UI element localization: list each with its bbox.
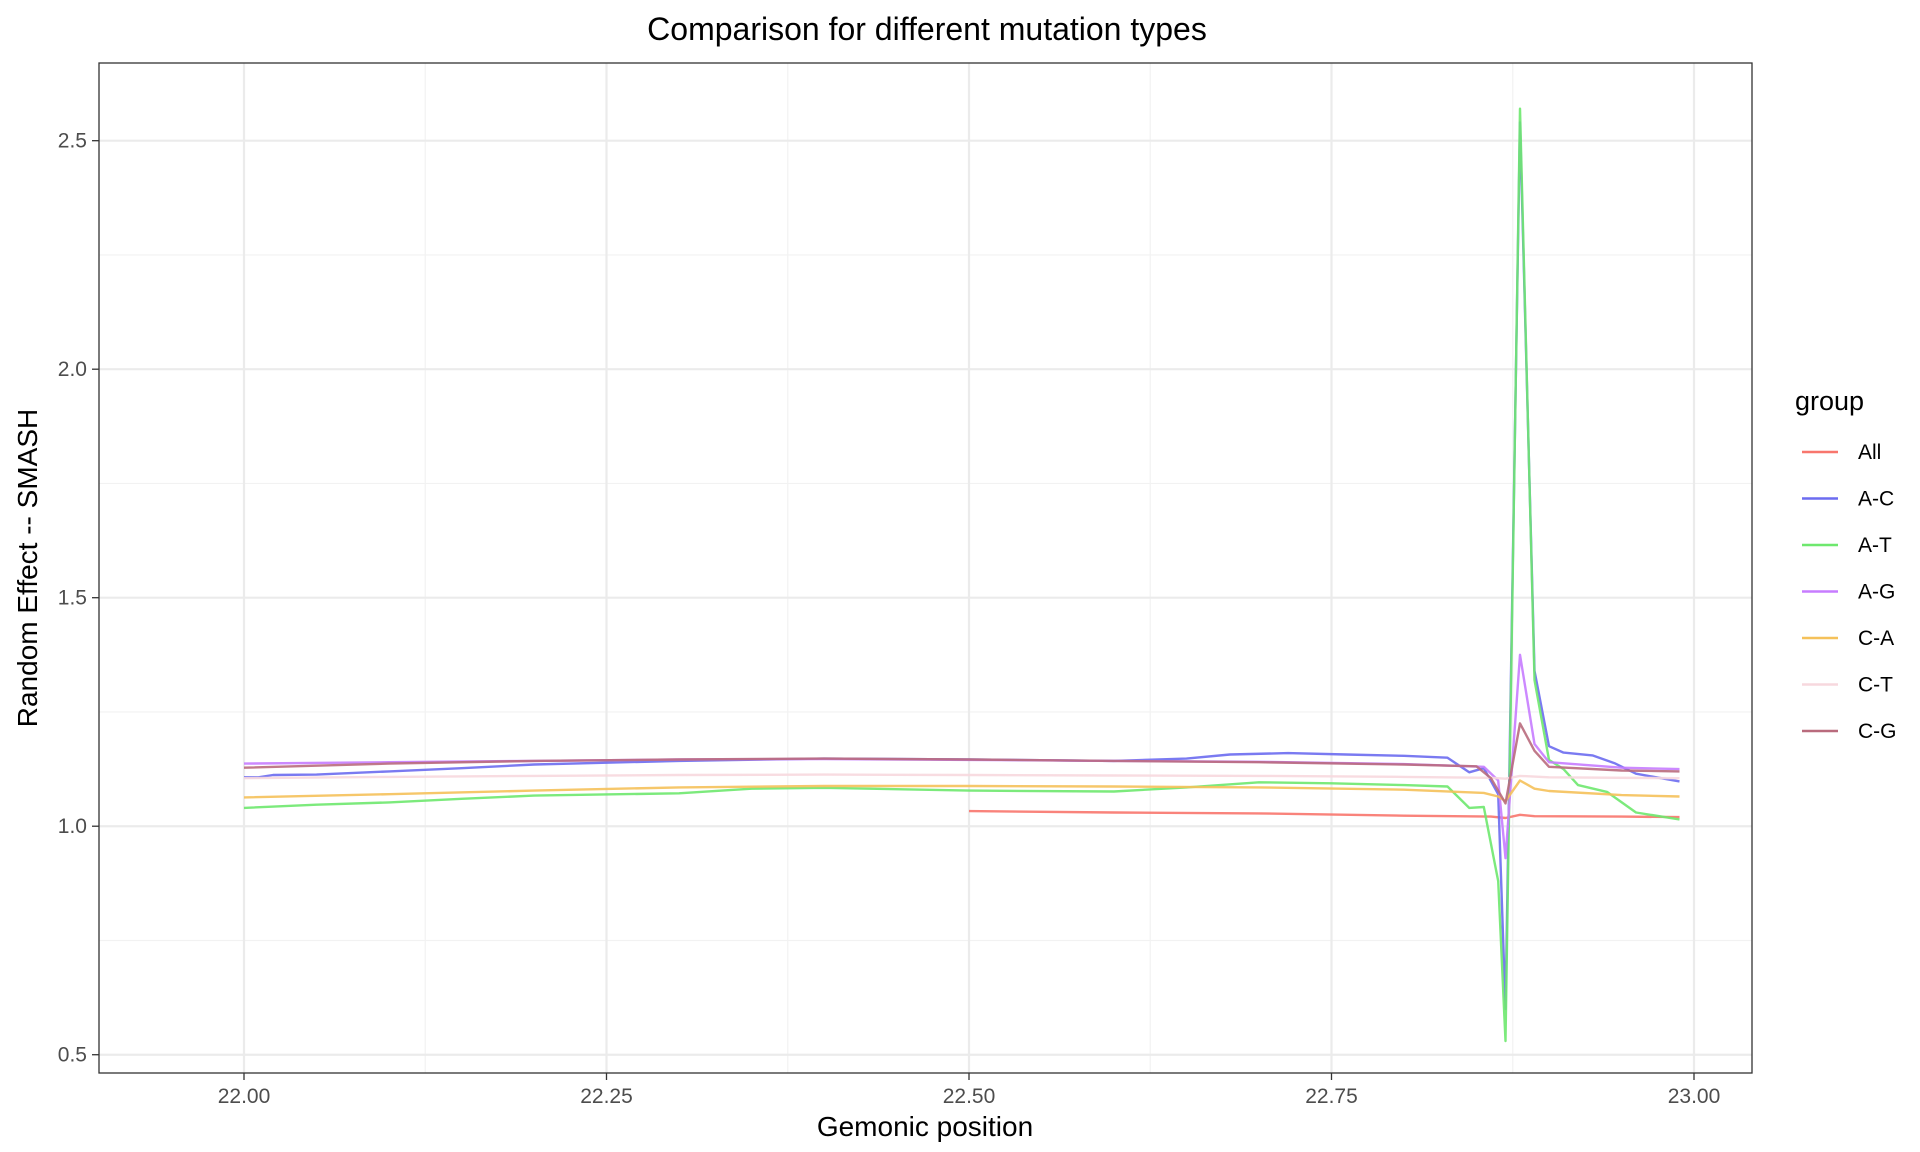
y-axis-title: Random Effect -- SMASH [12, 409, 43, 727]
y-tick-label: 1.0 [58, 815, 87, 838]
legend-label-c-t: C-T [1858, 674, 1893, 697]
x-tick-label: 22.25 [580, 1085, 633, 1108]
legend-label-all: All [1858, 441, 1881, 464]
legend: group All A-C A-T A-G C-A C-T C-G [1795, 386, 1897, 743]
y-tick-label: 2.0 [58, 358, 87, 381]
chart-title: Comparison for different mutation types [647, 11, 1207, 47]
legend-label-c-a: C-A [1858, 627, 1894, 650]
legend-label-a-g: A-G [1858, 581, 1895, 604]
y-tick-label: 1.5 [58, 587, 87, 610]
y-tick-label: 0.5 [58, 1044, 87, 1067]
grid-lines [99, 63, 1752, 1073]
series-line-c-t [243, 773, 1680, 780]
series-line-a-t [243, 107, 1680, 1043]
legend-title: group [1795, 386, 1864, 416]
x-axis-title: Gemonic position [817, 1111, 1033, 1142]
series-line-a-c [244, 121, 1680, 1011]
legend-label-a-c: A-C [1858, 488, 1894, 511]
x-tick-label: 22.75 [1305, 1085, 1358, 1108]
y-axis: 0.5 1.0 1.5 2.0 2.5 [58, 130, 99, 1067]
series-line-c-a [243, 779, 1680, 803]
series-line-c-g [243, 722, 1680, 805]
legend-label-a-t: A-T [1858, 534, 1892, 557]
x-tick-label: 22.00 [218, 1085, 271, 1108]
plot-panel [99, 63, 1752, 1073]
x-tick-label: 23.00 [1668, 1085, 1721, 1108]
series-lines [243, 107, 1680, 1043]
plot-border [98, 62, 1753, 1074]
x-axis: 22.00 22.25 22.50 22.75 23.00 [218, 1073, 1721, 1108]
y-tick-label: 2.5 [58, 130, 87, 153]
x-tick-label: 22.50 [943, 1085, 996, 1108]
legend-label-c-g: C-G [1858, 720, 1897, 743]
